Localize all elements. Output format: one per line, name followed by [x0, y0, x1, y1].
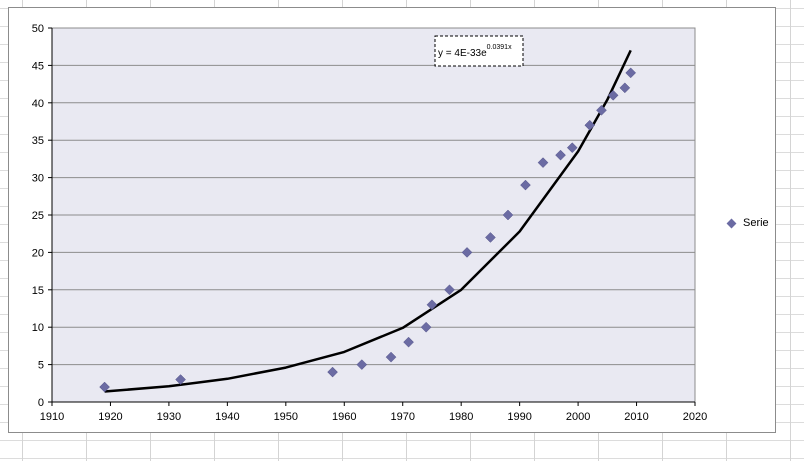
- data-point[interactable]: [596, 104, 607, 116]
- data-point[interactable]: [625, 67, 637, 79]
- x-tick-label: 1990: [507, 411, 531, 423]
- trendline-layer: [104, 49, 632, 393]
- data-point[interactable]: [403, 336, 414, 348]
- data-point[interactable]: [537, 157, 549, 168]
- y-tick-label: 40: [32, 98, 44, 110]
- data-point[interactable]: [327, 366, 338, 378]
- x-tick-label: 1940: [215, 411, 239, 423]
- data-point[interactable]: [444, 284, 455, 296]
- data-point[interactable]: [566, 142, 578, 154]
- y-tick-label: 35: [32, 135, 44, 147]
- x-tick-label: 1910: [40, 411, 64, 423]
- x-tick-label: 1930: [157, 411, 181, 423]
- data-point[interactable]: [584, 119, 596, 131]
- data-points: [99, 67, 637, 393]
- y-tick-label: 15: [32, 285, 44, 297]
- data-point[interactable]: [555, 149, 566, 161]
- x-tick-label: 2010: [624, 411, 648, 423]
- y-tick-label: 0: [38, 397, 44, 409]
- data-point[interactable]: [607, 89, 619, 101]
- data-point[interactable]: [420, 321, 432, 333]
- y-tick-label: 25: [32, 210, 44, 222]
- x-tick-label: 1920: [98, 411, 122, 423]
- axes: 0 5 10 15 20 25 30 35 40 45 50 1910 1920 1930 1940 1950…: [32, 23, 707, 423]
- y-tick-label: 20: [32, 247, 44, 259]
- legend-marker-icon: [726, 218, 737, 228]
- data-point[interactable]: [426, 299, 438, 311]
- svg-text:y = 4E-33e0.0391x: y = 4E-33e0.0391x: [438, 44, 512, 59]
- chart-area[interactable]: 0 5 10 15 20 25 30 35 40 45 50 1910 1920 1930 1940 1950…: [8, 7, 776, 433]
- y-tick-label: 30: [32, 173, 44, 185]
- x-tick-label: 1950: [274, 411, 298, 423]
- y-tick-label: 5: [38, 360, 44, 372]
- trendline-equation-box[interactable]: y = 4E-33e0.0391x: [434, 35, 524, 67]
- trendline: [104, 49, 632, 393]
- trendline-equation-exponent: 0.0391x: [487, 44, 512, 51]
- data-point[interactable]: [502, 209, 514, 221]
- data-point[interactable]: [356, 359, 368, 370]
- x-tick-label: 1960: [332, 411, 356, 423]
- y-tick-label: 10: [32, 322, 44, 334]
- data-point[interactable]: [385, 351, 397, 363]
- trendline-equation: y = 4E-33e: [438, 48, 487, 59]
- x-tick-label: 1970: [390, 411, 414, 423]
- scatter-plot: 0 5 10 15 20 25 30 35 40 45 50 1910 1920 1930 1940 1950…: [32, 23, 707, 423]
- data-point[interactable]: [619, 82, 631, 94]
- legend-series-label: Serie: [743, 217, 769, 229]
- x-tick-label: 2000: [566, 411, 590, 423]
- data-point[interactable]: [99, 381, 110, 393]
- legend[interactable]: Serie: [725, 212, 775, 234]
- data-point[interactable]: [520, 179, 531, 191]
- data-point[interactable]: [175, 374, 186, 385]
- x-tick-label: 1980: [449, 411, 473, 423]
- gridlines: [52, 27, 695, 366]
- data-point[interactable]: [485, 232, 496, 243]
- x-tick-label: 2020: [683, 411, 707, 423]
- data-point[interactable]: [461, 247, 473, 258]
- y-tick-label: 50: [32, 23, 44, 35]
- y-tick-label: 45: [32, 60, 44, 72]
